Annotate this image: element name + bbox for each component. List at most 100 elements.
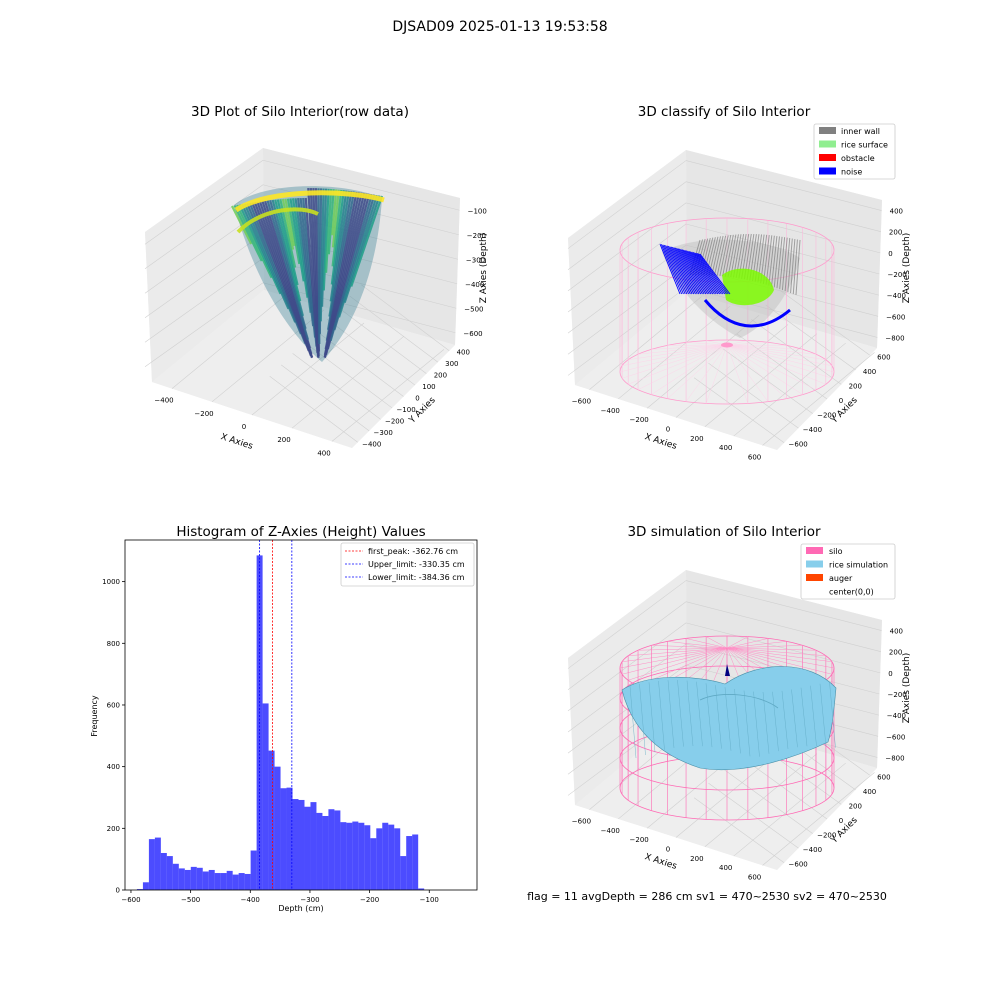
histogram-bar	[364, 825, 371, 890]
cls-x-tick-label: 200	[690, 435, 703, 443]
raw-point-cloud	[231, 186, 385, 362]
classify-noise-strip	[683, 249, 710, 295]
raw-point-strip	[281, 198, 295, 250]
simulation-roof-spoke	[667, 641, 728, 649]
classify-z-ticks: 400 200 0 −200 −400 −600 −800	[885, 208, 906, 343]
simulation-roof-spoke	[621, 647, 728, 675]
raw-point-strip	[327, 189, 335, 255]
sim-z-tick-label: 0	[888, 670, 892, 678]
simulation-legend-swatch	[806, 547, 823, 554]
raw-point-strip	[329, 190, 348, 302]
histogram-bar	[250, 850, 257, 890]
classify-wall-strip	[776, 236, 783, 289]
raw-z-tick-label: −300	[466, 256, 485, 264]
cls-y-tick-label: 600	[877, 353, 890, 361]
classify-silo-base-spoke	[726, 344, 803, 350]
histogram-legend: first_peak: -362.76 cm Upper_limit: -330.…	[340, 542, 475, 587]
classify-wall-strip	[716, 235, 727, 276]
raw-point-strip	[331, 189, 338, 236]
classify-legend-label: rice surface	[841, 141, 888, 150]
classify-noise-strip	[659, 243, 681, 295]
classify-silo-base-spoke	[621, 344, 728, 379]
classify-center-marker	[721, 342, 733, 348]
raw-point-strip	[294, 198, 312, 313]
histogram-x-label: Depth (cm)	[278, 904, 323, 913]
classify-silo-base-spoke	[726, 344, 826, 360]
histogram-bar	[196, 867, 203, 890]
histogram-bar	[358, 822, 365, 890]
classify-silo-base-spoke	[628, 344, 728, 385]
sim-y-tick-label: −200	[817, 832, 836, 840]
histogram-bar	[148, 839, 155, 890]
histogram-bar	[406, 836, 413, 890]
simulation-mesh-line	[829, 682, 836, 748]
histogram-bar	[184, 869, 191, 890]
raw-point-strip	[330, 190, 345, 285]
cls-z-tick-label: −800	[885, 334, 904, 342]
histogram-bar	[352, 821, 359, 890]
classify-silo-base-spoke	[628, 344, 728, 360]
classify-wall-strip	[719, 235, 729, 277]
raw-point-strip	[236, 204, 273, 279]
sim-x-tick-label: 200	[690, 855, 703, 863]
raw-z-tick-label: −500	[464, 305, 483, 313]
classify-silo-base-spoke	[619, 344, 728, 373]
simulation-roof-spoke	[706, 636, 728, 649]
simulation-mesh-line	[715, 685, 722, 749]
classify-noise-rim	[703, 299, 791, 328]
histogram-y-tick-label: 1000	[102, 578, 120, 586]
classify-noise-strip	[696, 253, 727, 295]
classify-noise-strip	[663, 244, 686, 295]
sim-x-tick-label: −400	[601, 827, 620, 835]
classify-noise-strip	[684, 249, 712, 295]
classify-noise-strip	[685, 250, 714, 295]
simulation-mesh-line	[810, 685, 817, 747]
histogram-bar	[298, 799, 305, 890]
sim-y-tick-label: 400	[863, 788, 876, 796]
simulation-legend: silo rice simulation auger center(0,0)	[800, 543, 896, 600]
histogram-y-tick-label: 800	[107, 640, 120, 648]
classify-wall-strip	[697, 238, 709, 276]
raw-y-tick-label: 100	[422, 383, 435, 391]
cls-z-tick-label: 0	[888, 250, 892, 258]
simulation-mesh-line	[762, 691, 770, 754]
simulation-mesh-line	[696, 681, 703, 747]
classify-silo-base-spoke	[726, 344, 769, 402]
cls-x-tick-label: 400	[719, 444, 732, 452]
classify-wall-strip	[787, 238, 793, 293]
raw-z-tick-label: −600	[463, 330, 482, 338]
histogram-bar	[274, 766, 281, 890]
histogram-bar	[286, 787, 293, 890]
histogram-bar	[418, 888, 425, 890]
histogram-title: Histogram of Z-Axies (Height) Values	[176, 524, 425, 540]
simulation-mesh-line	[753, 691, 760, 757]
classify-silo-base-spoke	[726, 344, 803, 395]
classify-silo-base-spoke	[726, 344, 817, 390]
histogram-x-tick-label: −400	[241, 896, 260, 904]
histogram-bar	[166, 856, 173, 890]
classify-wall-strip	[781, 237, 788, 291]
raw-rim-inner	[236, 207, 319, 234]
classify-legend-label: inner wall	[841, 127, 880, 136]
classify-wall-strip	[713, 235, 724, 276]
histogram-bar	[316, 812, 323, 890]
simulation-roof-spoke	[651, 645, 728, 649]
classify-wall-strip	[708, 236, 719, 276]
histogram-bar	[244, 873, 251, 890]
histogram-bar	[304, 806, 311, 890]
cls-y-tick-label: 400	[863, 368, 876, 376]
raw-point-strip	[320, 188, 328, 307]
simulation-mesh-line	[705, 683, 713, 748]
cls-z-tick-label: 400	[890, 208, 903, 216]
classify-noise-strip	[692, 252, 722, 295]
simulation-roof-spoke	[685, 638, 728, 649]
simulation-legend-swatch	[806, 560, 823, 568]
simulation-roof-spoke	[726, 647, 833, 675]
simulation-mesh-line	[648, 682, 656, 753]
panel-histogram: Histogram of Z-Axies (Height) Values −60…	[90, 524, 478, 913]
classify-noise-strip	[669, 246, 693, 295]
histogram-bar	[262, 703, 269, 890]
classify-noise-strip	[694, 252, 724, 295]
classify-wall-strip	[711, 236, 722, 276]
